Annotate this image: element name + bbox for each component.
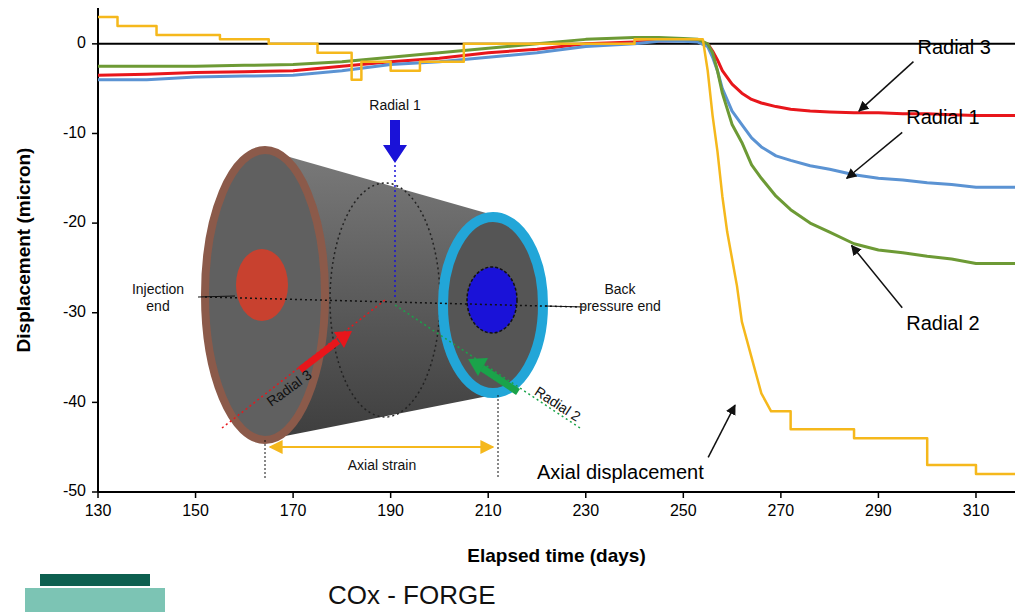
series-group xyxy=(98,17,1015,474)
annotation-label: Radial 3 xyxy=(917,36,990,58)
x-tick-label: 210 xyxy=(475,502,502,519)
x-tick xyxy=(683,492,685,498)
x-tick-label: 190 xyxy=(377,502,404,519)
line: Injection xyxy=(132,281,184,297)
leader xyxy=(198,296,235,297)
annotation-arrow xyxy=(847,132,903,178)
radial-1-arrow xyxy=(383,120,407,163)
axial-guide xyxy=(498,395,499,478)
radial-1-line xyxy=(394,165,396,300)
x-tick-label: 170 xyxy=(280,502,307,519)
radial-2-arrowhead xyxy=(468,358,488,376)
series-line xyxy=(98,17,1015,474)
x-axis-line xyxy=(98,491,1015,493)
y-tick-label: -50 xyxy=(63,482,86,499)
y-tick xyxy=(92,312,98,314)
inset-label: Radial 2 xyxy=(532,383,584,425)
x-tick xyxy=(975,492,977,498)
y-tick-label: -40 xyxy=(63,393,86,410)
x-tick-label: 270 xyxy=(768,502,795,519)
inset-label: Injectionend xyxy=(132,281,184,314)
x-tick-label: 310 xyxy=(963,502,990,519)
injection-face xyxy=(205,150,325,440)
inset-label: Radial 3 xyxy=(264,366,315,409)
y-tick-label: -10 xyxy=(63,124,86,141)
series-line xyxy=(98,38,1015,264)
y-tick xyxy=(92,402,98,404)
x-tick xyxy=(585,492,587,498)
axes: -50 -40 -30 -20 -10 0 130 150 170 190 210 230 250 270… xyxy=(13,8,1015,566)
annotation-label: Axial displacement xyxy=(537,461,704,483)
centre-axis xyxy=(205,297,580,307)
footer: COx - FORGE xyxy=(328,580,496,610)
logo-mark xyxy=(40,574,150,586)
x-tick xyxy=(878,492,880,498)
inset-diagram: Radial 1 Injectionend Backpressure end Radi… xyxy=(132,97,661,478)
radial-3-arrow xyxy=(300,341,338,370)
radial-2-arrow xyxy=(482,368,518,392)
radial-3-arrowhead xyxy=(334,331,352,348)
x-tick xyxy=(292,492,294,498)
injection-port xyxy=(236,249,288,321)
annotation-arrow xyxy=(708,405,735,457)
annotation-label: Radial 2 xyxy=(906,312,979,334)
y-tick-label: -20 xyxy=(63,213,86,230)
annotations: Radial 3 Radial 1 Radial 2 Axial displaceme… xyxy=(537,36,991,484)
radial-3-line xyxy=(222,300,385,428)
back-port xyxy=(467,267,517,333)
x-tick-label: 230 xyxy=(572,502,599,519)
y-tick-label: 0 xyxy=(77,34,86,51)
x-axis-title: Elapsed time (days) xyxy=(467,545,645,566)
axial-guide xyxy=(265,440,266,478)
inset-label: Backpressure end xyxy=(579,281,661,314)
annotation-label: Radial 1 xyxy=(906,106,979,128)
y-tick-label: -30 xyxy=(63,303,86,320)
back-face xyxy=(443,217,543,393)
logo-band xyxy=(25,588,165,612)
series-line xyxy=(98,41,1015,187)
x-tick-label: 290 xyxy=(865,502,892,519)
line: end xyxy=(146,298,169,314)
x-tick-label: 130 xyxy=(85,502,112,519)
x-tick xyxy=(390,492,392,498)
line: Back xyxy=(604,281,636,297)
x-tick-label: 250 xyxy=(670,502,697,519)
line: pressure end xyxy=(579,298,661,314)
annotation-arrow xyxy=(859,62,914,111)
axial-arrow xyxy=(270,446,493,448)
x-tick xyxy=(487,492,489,498)
y-tick xyxy=(92,491,98,493)
annotation-arrow xyxy=(852,246,903,308)
x-tick xyxy=(195,492,197,498)
inset-label: Radial 1 xyxy=(369,97,421,113)
x-tick xyxy=(780,492,782,498)
chart: Radial 1InjectionendBackpressure endRadi… xyxy=(0,0,1025,615)
y-axis-title: Displacement (micron) xyxy=(13,148,34,353)
y-tick xyxy=(92,43,98,45)
x-tick xyxy=(97,492,99,498)
inset-label: Axial strain xyxy=(348,457,416,473)
y-tick xyxy=(92,222,98,224)
x-tick-label: 150 xyxy=(182,502,209,519)
y-tick xyxy=(92,133,98,135)
